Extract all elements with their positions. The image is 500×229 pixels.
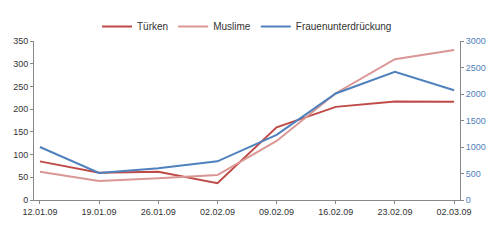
svg-text:2500: 2500 xyxy=(466,63,486,73)
svg-text:19.01.09: 19.01.09 xyxy=(82,207,117,217)
svg-text:Türken: Türken xyxy=(137,21,168,32)
svg-text:500: 500 xyxy=(466,169,481,179)
svg-text:02.03.09: 02.03.09 xyxy=(437,207,472,217)
svg-text:3000: 3000 xyxy=(466,36,486,46)
svg-text:300: 300 xyxy=(13,59,28,69)
svg-text:150: 150 xyxy=(13,127,28,137)
svg-text:12.01.09: 12.01.09 xyxy=(22,207,57,217)
svg-text:1000: 1000 xyxy=(466,142,486,152)
svg-text:50: 50 xyxy=(18,172,28,182)
svg-text:09.02.09: 09.02.09 xyxy=(259,207,294,217)
svg-text:0: 0 xyxy=(466,195,471,205)
svg-text:200: 200 xyxy=(13,104,28,114)
svg-text:0: 0 xyxy=(23,195,28,205)
svg-text:Frauenunterdrückung: Frauenunterdrückung xyxy=(296,21,392,32)
svg-text:1500: 1500 xyxy=(466,116,486,126)
svg-text:26.01.09: 26.01.09 xyxy=(141,207,176,217)
svg-text:350: 350 xyxy=(13,36,28,46)
svg-text:2000: 2000 xyxy=(466,89,486,99)
svg-text:Muslime: Muslime xyxy=(213,21,251,32)
svg-text:02.02.09: 02.02.09 xyxy=(200,207,235,217)
svg-text:16.02.09: 16.02.09 xyxy=(318,207,353,217)
svg-text:100: 100 xyxy=(13,150,28,160)
svg-text:250: 250 xyxy=(13,82,28,92)
svg-text:23.02.09: 23.02.09 xyxy=(377,207,412,217)
